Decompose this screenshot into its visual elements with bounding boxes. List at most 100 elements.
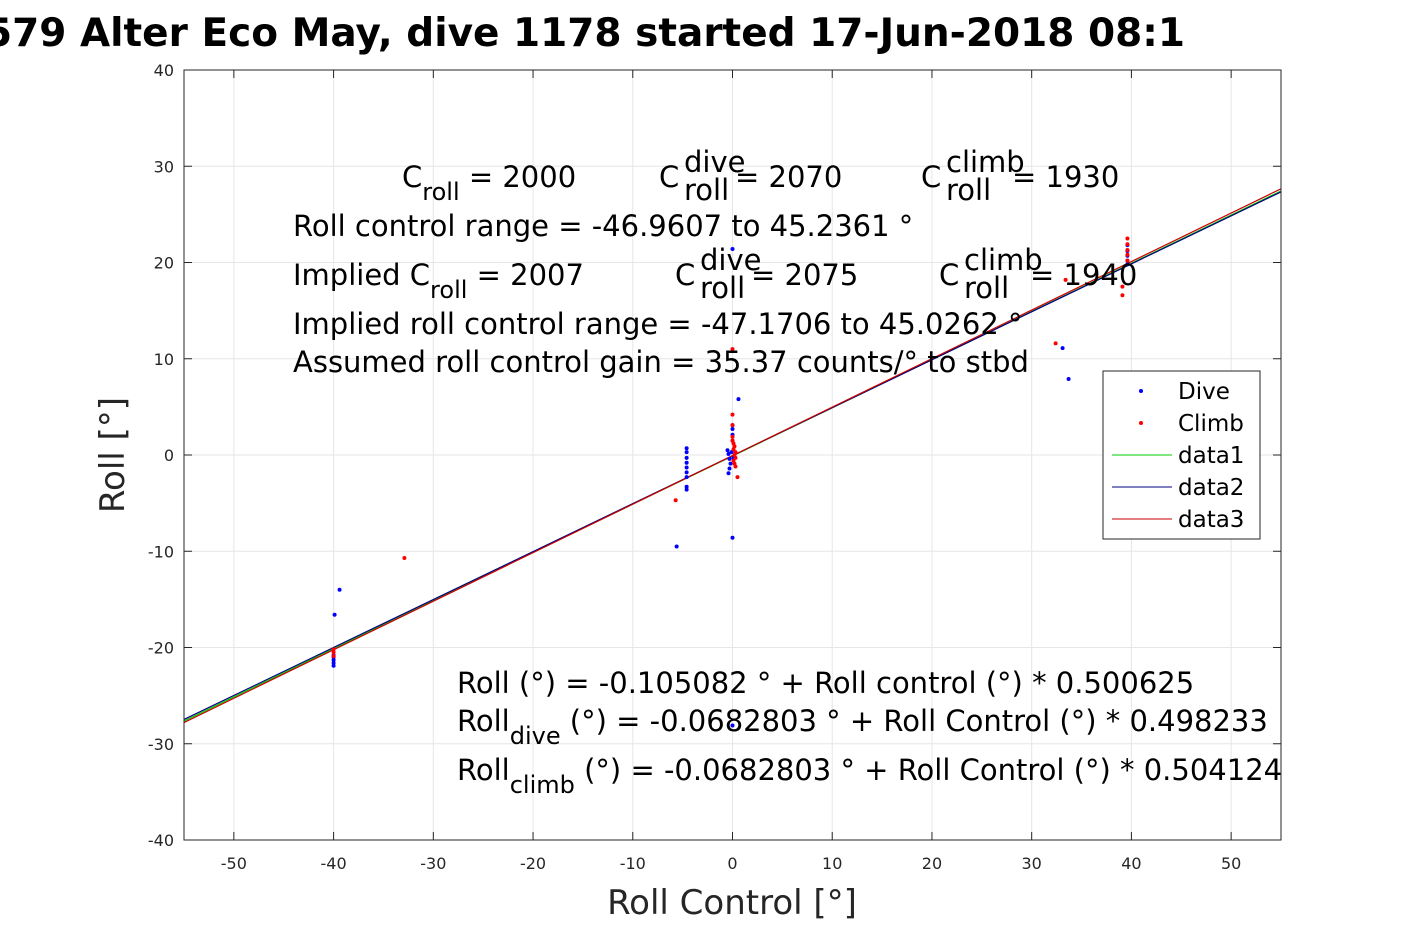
data-point-climb	[1125, 258, 1130, 263]
y-tick-label: 40	[154, 61, 174, 80]
annotation-c-dive-val: = 2070	[735, 160, 842, 194]
data-point-dive	[728, 461, 733, 466]
data-point-dive	[726, 471, 731, 476]
data-point-climb	[733, 455, 738, 460]
y-tick-label: -20	[148, 639, 174, 658]
chart-title: 579 Alter Eco May, dive 1178 started 17-…	[0, 11, 1185, 56]
legend: Dive Climb data1 data2 data3	[1102, 370, 1261, 540]
data-point-dive	[684, 465, 689, 470]
x-tick-label: -50	[221, 854, 247, 873]
annotation-fit-dive: Rolldive (°) = -0.0682803 ° + Roll Contr…	[457, 704, 1268, 750]
legend-marker-climb	[1139, 421, 1143, 425]
data-point-dive	[684, 484, 689, 489]
x-tick-label: -40	[321, 854, 347, 873]
data-point-climb	[735, 475, 740, 480]
x-tick-label: 10	[822, 854, 842, 873]
data-point-dive	[684, 475, 689, 480]
data-point-climb	[1120, 293, 1125, 298]
data-point-climb	[730, 347, 735, 352]
legend-label-climb: Climb	[1178, 411, 1244, 437]
data-point-climb	[733, 464, 738, 469]
data-point-dive	[684, 460, 689, 465]
data-point-dive	[684, 450, 689, 455]
axis-ticks: -50 -40 -30 -20 -10 0 10 20 30 40 50 -40 -30 -20 -10 0 1…	[148, 61, 1281, 873]
data-points	[331, 236, 1130, 728]
x-tick-label: 0	[727, 854, 737, 873]
annotation-c-climb-sup: climb	[946, 145, 1025, 179]
y-axis-label: Roll [°]	[93, 397, 133, 513]
data-point-dive	[1060, 346, 1065, 351]
annotation-implied-c-climb-sup: climb	[964, 243, 1043, 277]
data-point-dive	[730, 427, 735, 432]
legend-marker-dive	[1139, 389, 1143, 393]
annotation-c-climb-val: = 1930	[1012, 160, 1119, 194]
data-point-climb	[1120, 284, 1125, 289]
data-point-climb	[730, 423, 735, 428]
data-point-dive	[1066, 376, 1071, 381]
x-tick-label: 20	[922, 854, 942, 873]
data-point-dive	[725, 448, 730, 453]
legend-label-data2: data2	[1178, 475, 1244, 501]
annotation-fit-climb: Rollclimb (°) = -0.0682803 ° + Roll Cont…	[457, 753, 1282, 799]
data-point-dive	[331, 660, 336, 665]
annotation-implied-c-dive-sub: roll	[700, 271, 745, 305]
annotation-c-climb-sub: roll	[946, 173, 991, 207]
x-tick-label: 30	[1022, 854, 1042, 873]
data-point-climb	[1053, 341, 1058, 346]
annotation-implied-c-roll: Implied Croll = 2007	[293, 258, 584, 304]
data-point-dive	[684, 455, 689, 460]
x-axis-label: Roll Control [°]	[607, 883, 857, 923]
annotation-fit-all: Roll (°) = -0.105082 ° + Roll control (°…	[457, 666, 1194, 700]
data-point-dive	[337, 587, 342, 592]
data-point-climb	[730, 434, 735, 439]
legend-label-dive: Dive	[1178, 379, 1230, 405]
data-point-dive	[726, 452, 731, 457]
x-tick-label: -30	[420, 854, 446, 873]
data-point-dive	[730, 535, 735, 540]
data-point-climb	[1125, 236, 1130, 241]
data-point-climb	[331, 654, 336, 659]
data-point-climb	[1125, 247, 1130, 252]
data-point-dive	[730, 723, 735, 728]
series-line-data3	[183, 188, 1282, 724]
y-tick-label: -40	[148, 831, 174, 850]
y-tick-label: -10	[148, 542, 174, 561]
annotation-implied-c-dive-sup: dive	[700, 243, 761, 277]
annotation-implied-c-climb-sub: roll	[964, 271, 1009, 305]
data-point-climb	[1125, 252, 1130, 257]
annotation-implied-c-climb-val: = 1940	[1030, 258, 1137, 292]
y-tick-label: 0	[164, 446, 174, 465]
data-point-dive	[684, 446, 689, 451]
x-tick-label: 50	[1221, 854, 1241, 873]
y-tick-label: 30	[154, 157, 174, 176]
fit-lines	[183, 188, 1282, 724]
data-point-dive	[684, 487, 689, 492]
annotation-gain: Assumed roll control gain = 35.37 counts…	[293, 345, 1029, 379]
data-point-climb	[730, 412, 735, 417]
data-point-dive	[684, 470, 689, 475]
data-point-climb	[331, 650, 336, 655]
data-point-dive	[332, 612, 337, 617]
annotation-implied-c-dive-val: = 2075	[751, 258, 858, 292]
annotation-c-roll: Croll = 2000	[402, 160, 576, 206]
annotation-range: Roll control range = -46.9607 to 45.2361…	[293, 209, 913, 243]
data-point-dive	[729, 450, 734, 455]
data-point-dive	[727, 466, 732, 471]
legend-label-data3: data3	[1178, 507, 1244, 533]
data-point-climb	[331, 647, 336, 652]
data-point-climb	[731, 447, 736, 452]
data-point-climb	[673, 498, 678, 503]
data-point-climb	[1125, 242, 1130, 247]
data-point-dive	[331, 658, 336, 663]
annotation-c-climb: C	[921, 160, 941, 194]
data-point-dive	[727, 456, 732, 461]
x-tick-label: -10	[620, 854, 646, 873]
y-tick-label: 20	[154, 254, 174, 273]
legend-label-data1: data1	[1178, 443, 1244, 469]
y-tick-label: 10	[154, 350, 174, 369]
annotation-c-dive: C	[659, 160, 679, 194]
annotation-c-dive-sub: roll	[684, 173, 729, 207]
annotation-c-dive-sup: dive	[684, 145, 745, 179]
x-tick-label: 40	[1121, 854, 1141, 873]
data-point-dive	[730, 247, 735, 252]
